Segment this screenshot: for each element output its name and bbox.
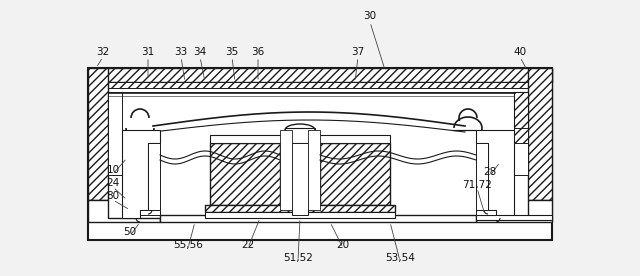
Polygon shape <box>88 200 160 222</box>
Polygon shape <box>476 215 552 220</box>
Polygon shape <box>476 210 496 215</box>
Polygon shape <box>88 68 552 240</box>
Text: 50: 50 <box>124 227 136 237</box>
Polygon shape <box>308 130 320 210</box>
Polygon shape <box>148 143 160 210</box>
Polygon shape <box>108 92 122 175</box>
Polygon shape <box>514 128 528 143</box>
Polygon shape <box>108 82 540 88</box>
Text: 24: 24 <box>106 178 120 188</box>
Text: 30: 30 <box>364 11 376 21</box>
Text: 36: 36 <box>252 47 264 57</box>
Polygon shape <box>528 68 552 200</box>
Polygon shape <box>160 215 476 222</box>
Text: 32: 32 <box>97 47 109 57</box>
Polygon shape <box>320 143 390 205</box>
Polygon shape <box>285 128 315 143</box>
Text: 35: 35 <box>225 47 239 57</box>
Text: 31: 31 <box>141 47 155 57</box>
Text: 37: 37 <box>351 47 365 57</box>
Polygon shape <box>205 212 395 218</box>
Text: 28: 28 <box>483 167 497 177</box>
Polygon shape <box>476 143 488 210</box>
Polygon shape <box>140 210 160 215</box>
Polygon shape <box>514 92 528 130</box>
Text: 10: 10 <box>106 165 120 175</box>
Text: 51,52: 51,52 <box>283 253 313 263</box>
Text: 34: 34 <box>193 47 207 57</box>
Polygon shape <box>210 135 390 143</box>
Polygon shape <box>88 68 108 200</box>
Polygon shape <box>88 68 552 82</box>
Text: 55,56: 55,56 <box>173 240 203 250</box>
Polygon shape <box>108 88 540 92</box>
Text: 33: 33 <box>174 47 188 57</box>
Polygon shape <box>280 130 292 210</box>
Text: 40: 40 <box>513 47 527 57</box>
Polygon shape <box>452 130 514 218</box>
Text: 22: 22 <box>241 240 255 250</box>
Text: 80: 80 <box>106 191 120 201</box>
Polygon shape <box>210 143 280 205</box>
Polygon shape <box>292 143 308 215</box>
Polygon shape <box>205 205 395 212</box>
Text: 53,54: 53,54 <box>385 253 415 263</box>
Polygon shape <box>122 130 160 218</box>
Polygon shape <box>476 200 552 222</box>
Polygon shape <box>514 92 528 175</box>
Text: 20: 20 <box>337 240 349 250</box>
Text: 71,72: 71,72 <box>462 180 492 190</box>
